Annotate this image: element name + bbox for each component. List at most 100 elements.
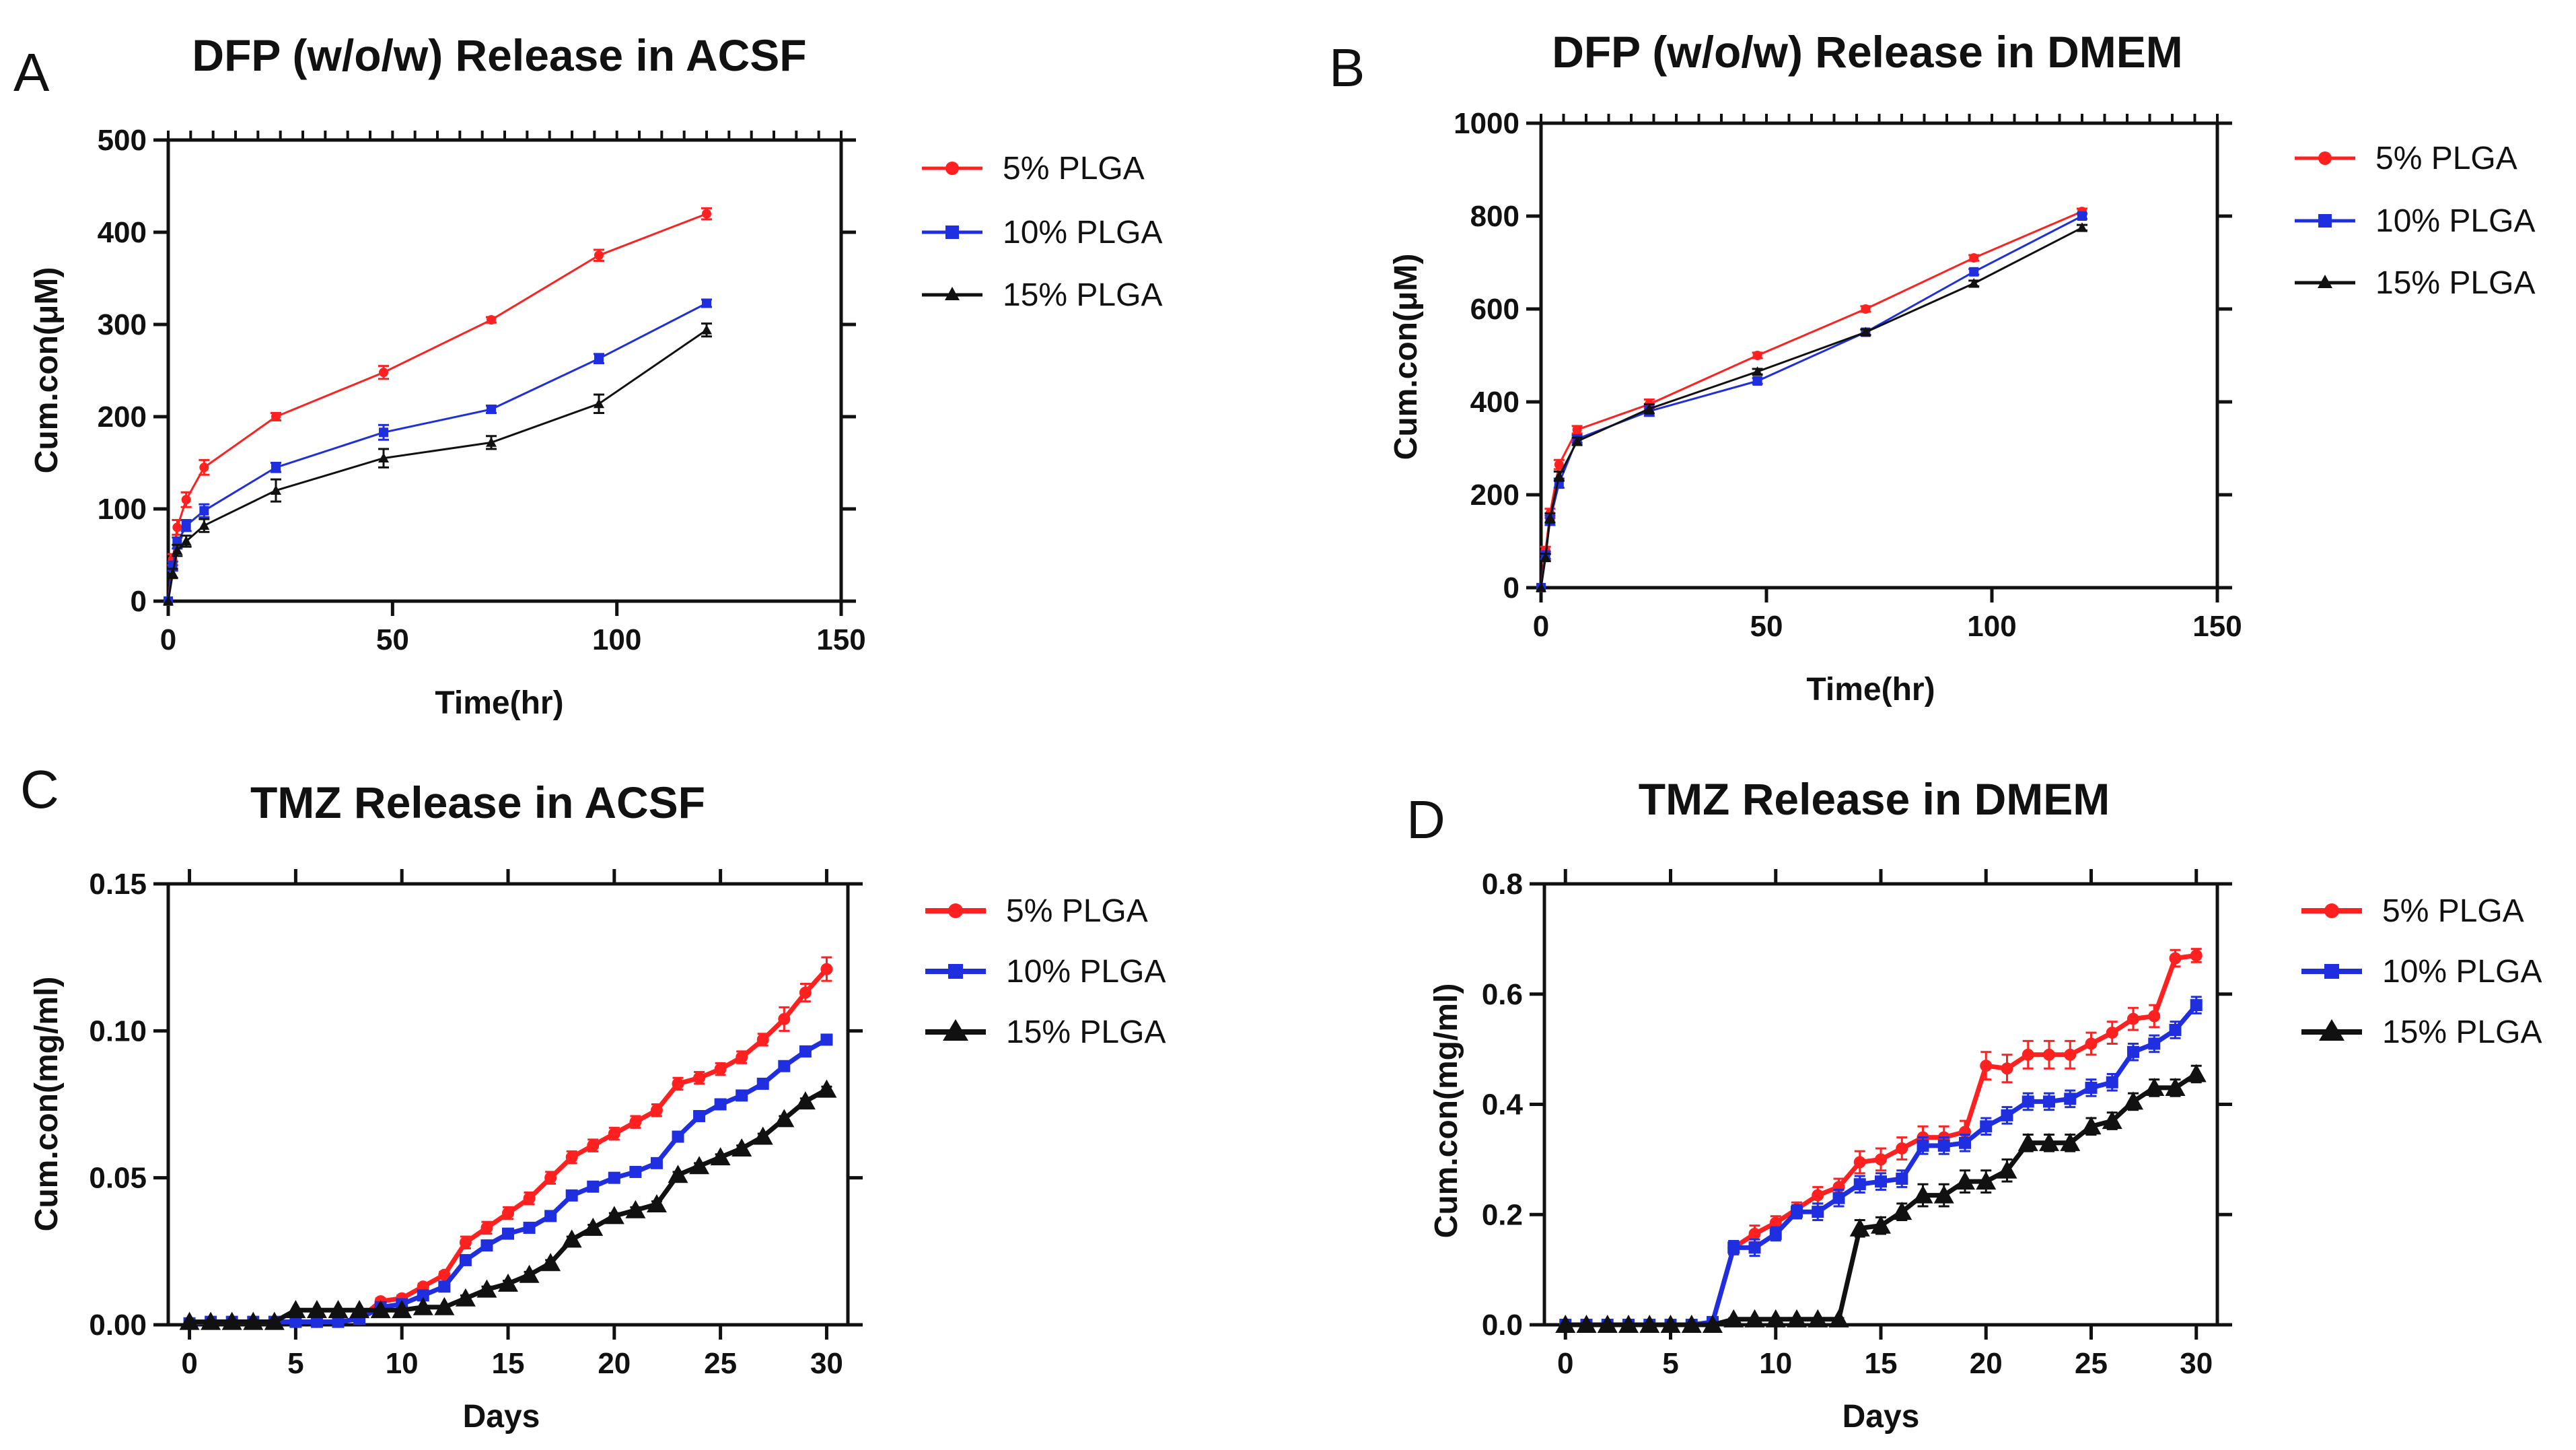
x-tick-label: 10 [1759,1347,1792,1380]
data-point [2169,1023,2182,1036]
data-point [544,1171,557,1184]
data-point [1572,425,1582,435]
data-point [1912,1185,1933,1204]
legend-marker [945,287,960,300]
data-point [459,1236,472,1249]
data-point [2148,1037,2161,1050]
data-point [434,1297,455,1315]
legend-marker [2324,964,2339,979]
data-point [1849,1218,1870,1237]
data-point [2043,1095,2055,1108]
data-point [752,1126,773,1145]
data-point [1828,1309,1849,1327]
data-point [2077,211,2087,221]
data-point [1748,1227,1761,1240]
data-point [1997,1160,2017,1179]
series-15-plga [179,1079,837,1330]
data-point [1555,1315,1576,1333]
y-tick-label: 500 [98,124,147,157]
y-tick-label: 600 [1470,293,1519,326]
data-point [714,1098,727,1111]
legend-label: 5% PLGA [2375,141,2517,176]
panel-c-letter: C [20,759,59,819]
y-tick-label: 0.00 [89,1309,147,1342]
data-point [2106,1076,2118,1089]
series-5-plga [164,207,712,606]
panel-a-legend-item-5pct: 5% PLGA [922,151,1145,186]
panel-a-legend-item-10pct: 10% PLGA [922,215,1162,250]
x-tick-label: 5 [287,1347,303,1380]
panel-a: A DFP (w/o/w) Release in ACSF Time(hr) C… [13,30,1162,721]
data-point [2001,1109,2013,1121]
panel-c-legend-item-15pct: 15% PLGA [925,1014,1166,1050]
data-point [379,368,388,378]
legend-label: 5% PLGA [1006,893,1148,929]
series-15-plga [1536,222,2087,592]
data-point [608,1171,620,1184]
data-point [502,1227,514,1240]
data-point [289,1315,302,1328]
data-point [731,1138,752,1156]
data-point [1752,351,1762,360]
data-point [646,1194,667,1212]
data-point [693,1072,706,1084]
x-tick-label: 10 [386,1347,419,1380]
data-point [1812,1189,1824,1202]
data-point [702,298,711,308]
y-tick-label: 0.6 [1482,978,1523,1011]
panel-a-title: DFP (w/o/w) Release in ACSF [192,30,806,80]
y-tick-label: 200 [98,401,147,434]
data-point [1860,326,1871,337]
panel-d-legend-item-5pct: 5% PLGA [2301,893,2524,929]
panel-d-legend-item-10pct: 10% PLGA [2301,954,2542,990]
data-point [498,1273,518,1292]
data-point [629,1115,642,1128]
data-point [778,1012,791,1025]
legend-label: 15% PLGA [2375,265,2535,301]
series-15-plga [163,322,712,606]
data-point [1748,1241,1761,1254]
data-point [502,1207,514,1220]
data-point [2190,999,2203,1012]
data-point [1955,1171,1975,1190]
panel-a-plot-area: 0 50 100 150 0 100 200 300 400 500 [98,124,866,656]
panel-d-x-axis-label: Days [1842,1399,1920,1435]
data-point [2064,1093,2077,1105]
data-point [1832,1192,1845,1204]
data-point [306,1300,327,1319]
legend-marker [2324,903,2339,918]
series-5-plga [1559,948,2203,1331]
data-point [1723,1309,1744,1327]
data-point [795,1091,816,1110]
panel-a-y-axis-label: Cum.con(μM) [29,267,65,474]
data-point [693,1109,706,1122]
series-line [1540,215,2083,588]
data-point [1544,512,1556,522]
data-point [774,1109,795,1128]
panel-b: B DFP (w/o/w) Release in DMEM Time(hr) C… [1329,27,2535,707]
data-point [180,535,192,546]
data-point [181,495,191,505]
data-point [417,1289,429,1302]
data-point [587,1139,600,1152]
data-point [2022,1095,2034,1108]
legend-label: 15% PLGA [2382,1014,2542,1050]
legend-label: 5% PLGA [2382,893,2524,929]
x-tick-label: 150 [816,623,865,656]
data-point [672,1077,684,1090]
data-point [2144,1077,2165,1096]
data-point [328,1300,349,1319]
y-tick-label: 0 [1503,572,1519,605]
data-point [379,427,388,438]
data-point [271,412,281,421]
data-point [1703,1315,1723,1333]
y-tick-label: 0.8 [1482,868,1523,901]
panel-a-legend-item-15pct: 15% PLGA [922,277,1162,313]
data-point [799,1045,812,1058]
data-point [487,405,496,415]
data-point [1554,460,1564,470]
data-point [702,209,711,219]
data-point [523,1221,536,1234]
data-point [2106,1027,2118,1039]
legend-label: 10% PLGA [2382,954,2542,990]
